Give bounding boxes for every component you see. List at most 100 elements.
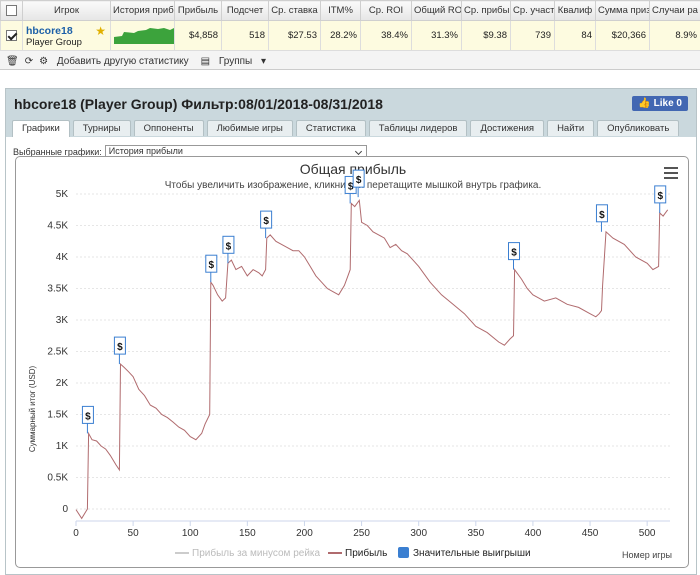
- tab-statistics[interactable]: Статистика: [295, 120, 366, 136]
- col-header-total-roi[interactable]: Общий RO: [411, 0, 462, 21]
- big-win-marker[interactable]: $: [595, 204, 608, 232]
- groups-icon: ▤: [200, 55, 211, 67]
- avg-roi-value: 38.4%: [360, 20, 412, 51]
- add-stats-label: Добавить другую статистику: [56, 55, 189, 67]
- chevron-down-icon: ▾: [261, 55, 267, 67]
- y-tick-label: 0: [62, 504, 68, 515]
- y-tick-label: 3K: [56, 315, 69, 326]
- prize-sum-value: $20,366: [595, 20, 650, 51]
- select-all-header[interactable]: [0, 0, 23, 21]
- add-stats-icon: ⚙: [39, 55, 49, 67]
- select-all-checkbox[interactable]: [6, 4, 17, 16]
- avg-stake-value: $27.53: [268, 20, 321, 51]
- col-header-count[interactable]: Подсчет: [221, 0, 269, 21]
- y-tick-label: 5K: [56, 189, 69, 200]
- y-tick-label: 0.5K: [47, 473, 68, 484]
- col-header-avg-roi[interactable]: Ср. ROI: [360, 0, 412, 21]
- stats-table: Игрок История приб Прибыль Подсчет Ср. с…: [0, 0, 700, 51]
- chart-menu-icon[interactable]: [664, 167, 678, 179]
- chart-gridlines: [76, 193, 670, 510]
- big-win-marker[interactable]: $: [205, 254, 218, 283]
- profit-value: $4,858: [174, 20, 222, 51]
- legend-big-wins-swatch: [398, 547, 409, 558]
- dollar-icon: $: [85, 411, 91, 422]
- profit-chart[interactable]: Общая прибыль Чтобы увеличить изображени…: [16, 157, 690, 569]
- x-axis-ticks: 0 50 100 150 200 250 300 350 400 450 500: [73, 521, 656, 539]
- y-tick-label: 1.5K: [47, 410, 68, 421]
- avg-profit-value: $9.38: [461, 20, 511, 51]
- player-panel: hbcore18 (Player Group) Фильтр:08/01/201…: [5, 88, 697, 575]
- tab-favorite-games[interactable]: Любимые игры: [206, 120, 293, 136]
- col-header-avg-entrants[interactable]: Ср. участ: [510, 0, 555, 21]
- stats-table-container: Игрок История приб Прибыль Подсчет Ср. с…: [0, 0, 700, 70]
- trash-icon[interactable]: 🗑: [6, 55, 19, 67]
- col-header-profit[interactable]: Прибыль: [174, 0, 222, 21]
- x-tick-label: 150: [239, 528, 256, 539]
- col-header-avg-profit[interactable]: Ср. прибы: [461, 0, 511, 21]
- add-stats-button[interactable]: ⚙ Добавить другую статистику: [39, 56, 195, 67]
- big-win-flag: [508, 242, 521, 261]
- stats-toolbar: 🗑 ⟳ ⚙ Добавить другую статистику ▤ Групп…: [0, 52, 700, 70]
- big-win-marker[interactable]: $: [81, 405, 94, 434]
- col-header-cases[interactable]: Случаи ра: [649, 0, 700, 21]
- dollar-icon: $: [511, 248, 517, 259]
- panel-header: hbcore18 (Player Group) Фильтр:08/01/201…: [6, 89, 696, 119]
- tab-charts[interactable]: Графики: [12, 120, 70, 137]
- tab-tournaments[interactable]: Турниры: [72, 120, 131, 136]
- big-win-marker[interactable]: $: [352, 169, 365, 198]
- big-win-marker[interactable]: $: [654, 185, 667, 213]
- groups-button[interactable]: ▤ Группы ▾: [201, 56, 272, 67]
- player-group-label: Player Group: [26, 36, 82, 48]
- col-header-avg-stake[interactable]: Ср. ставка: [268, 0, 321, 21]
- refresh-icon[interactable]: ⟳: [24, 55, 34, 67]
- x-axis-label: Номер игры: [622, 550, 672, 560]
- stats-header-row: Игрок История приб Прибыль Подсчет Ср. с…: [0, 0, 700, 21]
- tab-find[interactable]: Найти: [547, 120, 595, 136]
- achievement-star-icon: ★: [95, 24, 106, 38]
- dollar-icon: $: [209, 260, 215, 271]
- col-header-player[interactable]: Игрок: [22, 0, 111, 21]
- history-sparkline-cell: [110, 20, 175, 51]
- count-value: 518: [221, 20, 269, 51]
- thumbs-up-icon: 👍: [638, 98, 651, 109]
- x-tick-label: 450: [582, 528, 599, 539]
- big-win-markers[interactable]: $$$$$$$$$$: [81, 169, 667, 434]
- big-win-flag: [113, 336, 126, 355]
- profit-series[interactable]: [75, 198, 669, 520]
- table-row[interactable]: hbcore18 Player Group ★ $4,858 518 $27.5…: [0, 20, 700, 51]
- player-name-link[interactable]: hbcore18: [26, 24, 73, 37]
- tab-leaderboards[interactable]: Таблицы лидеров: [368, 120, 468, 136]
- big-win-marker[interactable]: $: [222, 235, 235, 264]
- col-header-history[interactable]: История приб: [110, 0, 175, 21]
- row-select-cell[interactable]: [0, 20, 23, 51]
- col-header-prize-sum[interactable]: Сумма приз: [595, 0, 650, 21]
- tab-publish[interactable]: Опубликовать: [597, 120, 680, 136]
- legend-item-rake[interactable]: Прибыль за минусом рейка: [175, 547, 321, 559]
- avg-entrants-value: 739: [510, 20, 555, 51]
- x-tick-label: 350: [467, 528, 484, 539]
- big-win-marker[interactable]: $: [508, 242, 521, 270]
- facebook-like-button[interactable]: 👍 Like 0: [632, 96, 688, 111]
- chart-select-value: История прибыли: [108, 146, 183, 156]
- x-tick-label: 50: [128, 528, 140, 539]
- legend-profit-label: Прибыль: [345, 547, 387, 559]
- row-checkbox[interactable]: [6, 29, 17, 41]
- profit-line[interactable]: [75, 198, 669, 520]
- col-header-itm[interactable]: ITM%: [320, 0, 361, 21]
- chart-select-label: Выбранные графики:: [13, 146, 102, 157]
- big-win-flag: [654, 185, 667, 204]
- tab-opponents[interactable]: Оппоненты: [133, 120, 204, 136]
- legend-item-big-wins[interactable]: Значительные выигрыши: [398, 547, 531, 559]
- cases-value: 8.9%: [649, 20, 700, 51]
- legend-item-profit[interactable]: Прибыль: [328, 547, 387, 559]
- big-win-marker[interactable]: $: [260, 210, 273, 239]
- col-header-qualify[interactable]: Квалиф: [554, 0, 596, 21]
- tab-achievements[interactable]: Достижения: [470, 120, 545, 136]
- dollar-icon: $: [263, 216, 269, 227]
- x-tick-label: 200: [296, 528, 313, 539]
- qualify-value: 84: [554, 20, 596, 51]
- chart-container[interactable]: Общая прибыль Чтобы увеличить изображени…: [15, 156, 689, 568]
- big-win-marker[interactable]: $: [113, 336, 126, 365]
- y-tick-label: 3.5K: [47, 284, 68, 295]
- player-cell[interactable]: hbcore18 Player Group ★: [22, 20, 111, 51]
